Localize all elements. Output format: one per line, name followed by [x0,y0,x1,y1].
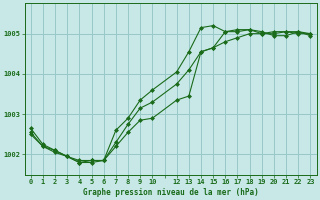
X-axis label: Graphe pression niveau de la mer (hPa): Graphe pression niveau de la mer (hPa) [83,188,259,197]
